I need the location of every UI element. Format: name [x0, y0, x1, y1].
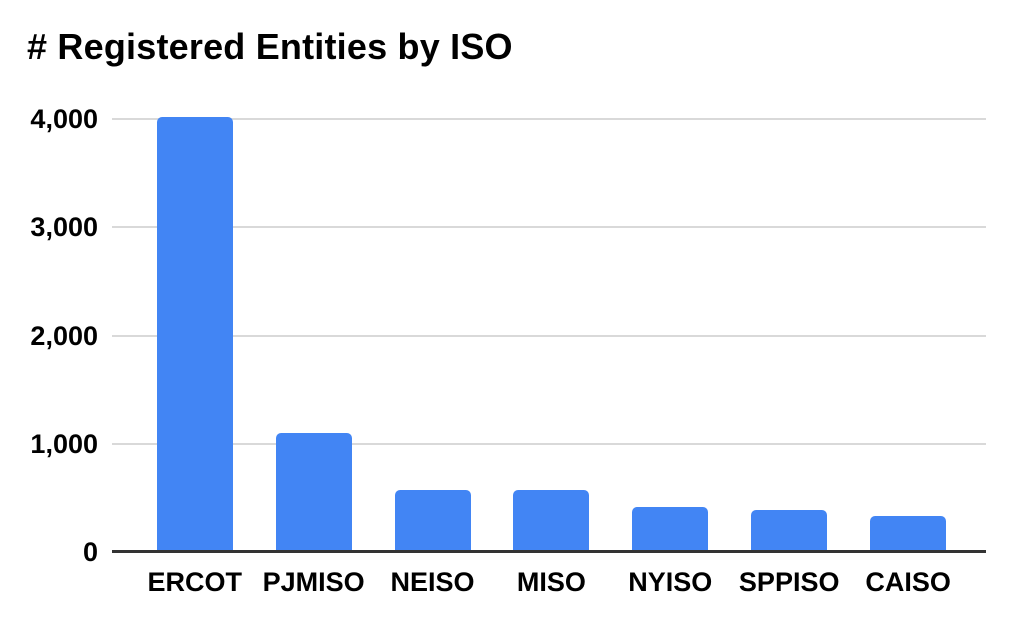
- x-tick-label: NYISO: [628, 567, 713, 597]
- y-tick-label: 3,000: [30, 212, 98, 243]
- x-tick-label: NEISO: [390, 567, 475, 597]
- x-tick-label: MISO: [516, 567, 586, 597]
- bar-miso: [513, 490, 590, 552]
- y-gridline: [112, 442, 986, 445]
- bar-caiso: [870, 515, 947, 552]
- x-tick-label: ERCOT: [147, 567, 242, 597]
- y-tick-label: 1,000: [30, 428, 98, 459]
- y-tick-label: 0: [82, 537, 98, 567]
- bar-sppiso: [751, 510, 828, 552]
- y-tick-label: 4,000: [30, 104, 98, 134]
- bar-pjmiso: [275, 432, 352, 552]
- x-tick-label: SPPISO: [738, 567, 840, 597]
- plot-area: [112, 116, 986, 553]
- y-gridline: [112, 118, 986, 120]
- bar-nyiso: [632, 507, 709, 552]
- x-axis-line: [112, 550, 986, 553]
- y-gridline: [112, 226, 986, 229]
- x-tick-label: PJMISO: [262, 567, 365, 597]
- y-gridline: [112, 334, 986, 337]
- bar-ercot: [156, 116, 233, 552]
- x-tick-label: CAISO: [865, 567, 951, 597]
- chart-title: # Registered Entities by ISO: [27, 26, 513, 67]
- y-tick-label: 2,000: [30, 320, 98, 351]
- bar-neiso: [394, 490, 471, 552]
